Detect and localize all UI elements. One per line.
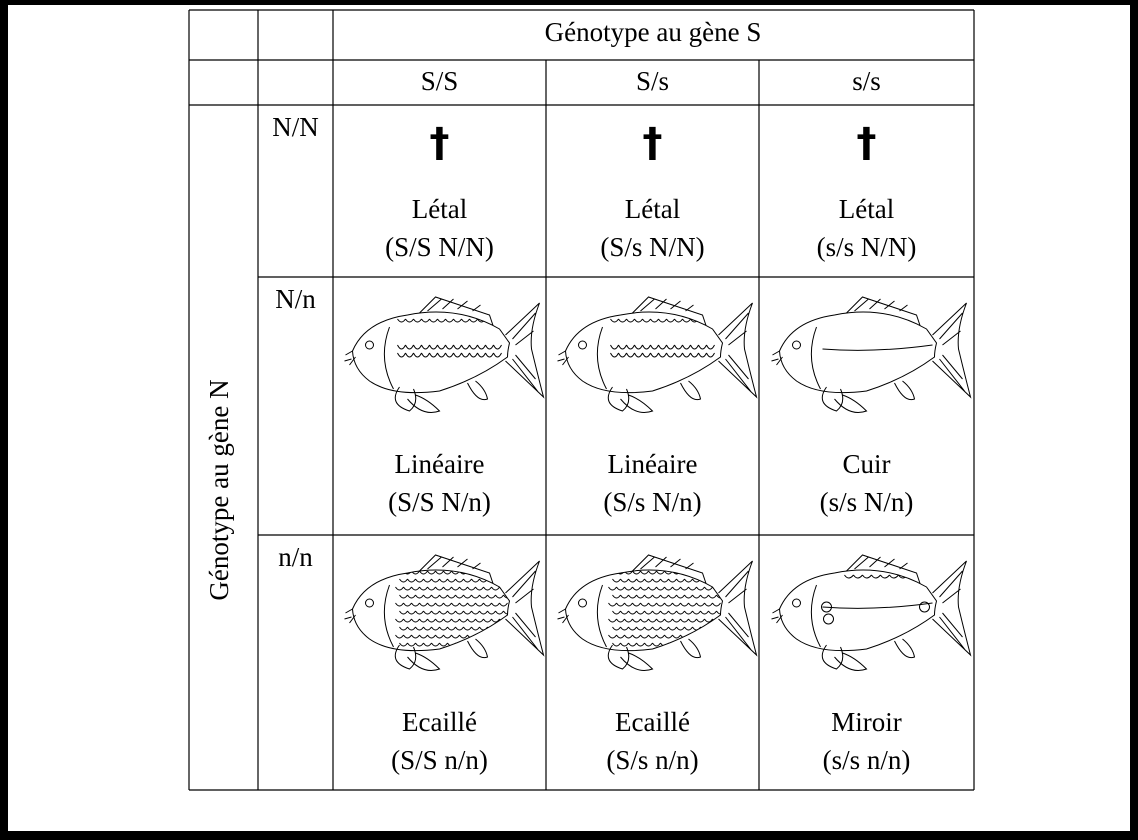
genotype-label: (s/s N/n) <box>820 487 914 517</box>
column-group-title: Génotype au gène S <box>545 17 762 47</box>
scale <box>456 643 464 646</box>
genotype-table: Génotype au gène S Génotype au gène N S/… <box>0 0 1138 840</box>
scale <box>488 643 496 646</box>
tail <box>933 303 971 397</box>
scale <box>484 635 492 638</box>
scale <box>504 643 512 646</box>
lethal-symbol: † <box>857 120 877 166</box>
genotype-label: (S/s N/N) <box>600 232 704 262</box>
scale <box>709 579 717 582</box>
tail <box>506 561 544 655</box>
scale <box>500 571 508 574</box>
scale <box>476 571 484 574</box>
fish-illustration <box>558 555 757 671</box>
body <box>353 570 510 651</box>
body <box>780 570 937 651</box>
scale <box>713 635 721 638</box>
tail <box>719 303 757 397</box>
scale <box>504 579 512 582</box>
scale <box>496 579 504 582</box>
scale <box>472 643 480 646</box>
fish-illustration <box>558 297 757 413</box>
scale <box>476 635 484 638</box>
pectoral-fin <box>408 653 440 671</box>
fish-illustration <box>772 555 971 671</box>
genotype-label: (s/s n/n) <box>823 745 911 775</box>
genotype-label: (S/s N/n) <box>603 487 701 517</box>
scale <box>496 627 504 630</box>
pectoral-fin <box>621 653 653 671</box>
phenotype-label: Ecaillé <box>402 707 477 737</box>
body <box>353 312 510 393</box>
scale <box>494 319 502 322</box>
phenotype-label: Létal <box>839 194 894 224</box>
phenotype-label: Ecaillé <box>615 707 690 737</box>
scale <box>486 319 494 322</box>
scale <box>697 635 705 638</box>
tail <box>719 561 757 655</box>
pectoral-fin <box>835 653 867 671</box>
scale <box>701 643 709 646</box>
scale <box>492 571 500 574</box>
scale <box>717 579 725 582</box>
body <box>780 312 937 393</box>
scale <box>669 643 677 646</box>
pectoral-fin <box>621 395 653 413</box>
genotype-label: (S/s n/n) <box>606 745 698 775</box>
phenotype-label: Létal <box>625 194 680 224</box>
genotype-label: (S/S n/n) <box>391 745 488 775</box>
column-header: S/S <box>421 66 459 96</box>
fish-illustration <box>772 297 971 413</box>
scale <box>689 571 697 574</box>
column-header: s/s <box>852 66 881 96</box>
scale <box>699 319 707 322</box>
tail <box>506 303 544 397</box>
scale <box>717 643 725 646</box>
phenotype-label: Miroir <box>831 707 902 737</box>
scale <box>705 635 713 638</box>
lethal-symbol: † <box>643 120 663 166</box>
lethal-symbol: † <box>430 120 450 166</box>
phenotype-label: Cuir <box>842 449 890 479</box>
scale <box>500 635 508 638</box>
scale <box>492 635 500 638</box>
genotype-label: (s/s N/N) <box>817 232 917 262</box>
body <box>566 312 723 393</box>
column-header: S/s <box>636 66 669 96</box>
tail <box>933 561 971 655</box>
phenotype-label: Létal <box>412 194 467 224</box>
page: Génotype au gène S Génotype au gène N S/… <box>0 0 1138 840</box>
body <box>566 570 723 651</box>
scale <box>709 643 717 646</box>
genotype-label: (S/S N/n) <box>388 487 491 517</box>
scale <box>908 575 917 578</box>
row-header: n/n <box>278 542 313 572</box>
scale <box>705 571 713 574</box>
phenotype-label: Linéaire <box>395 449 485 479</box>
scale <box>681 571 689 574</box>
scale <box>504 627 512 630</box>
pectoral-fin <box>835 395 867 413</box>
scale <box>496 643 504 646</box>
scale <box>713 571 721 574</box>
scale <box>468 571 476 574</box>
scale <box>717 627 725 630</box>
genotype-label: (S/S N/N) <box>385 232 494 262</box>
fish-illustration <box>345 297 544 413</box>
scale <box>685 643 693 646</box>
row-group-title: Génotype au gène N <box>204 379 234 600</box>
scale <box>689 635 697 638</box>
pectoral-fin <box>408 395 440 413</box>
scale <box>707 319 715 322</box>
row-header: N/N <box>272 112 319 142</box>
scale <box>709 627 717 630</box>
fish-illustration <box>345 555 544 671</box>
phenotype-label: Linéaire <box>608 449 698 479</box>
row-header: N/n <box>275 284 316 314</box>
